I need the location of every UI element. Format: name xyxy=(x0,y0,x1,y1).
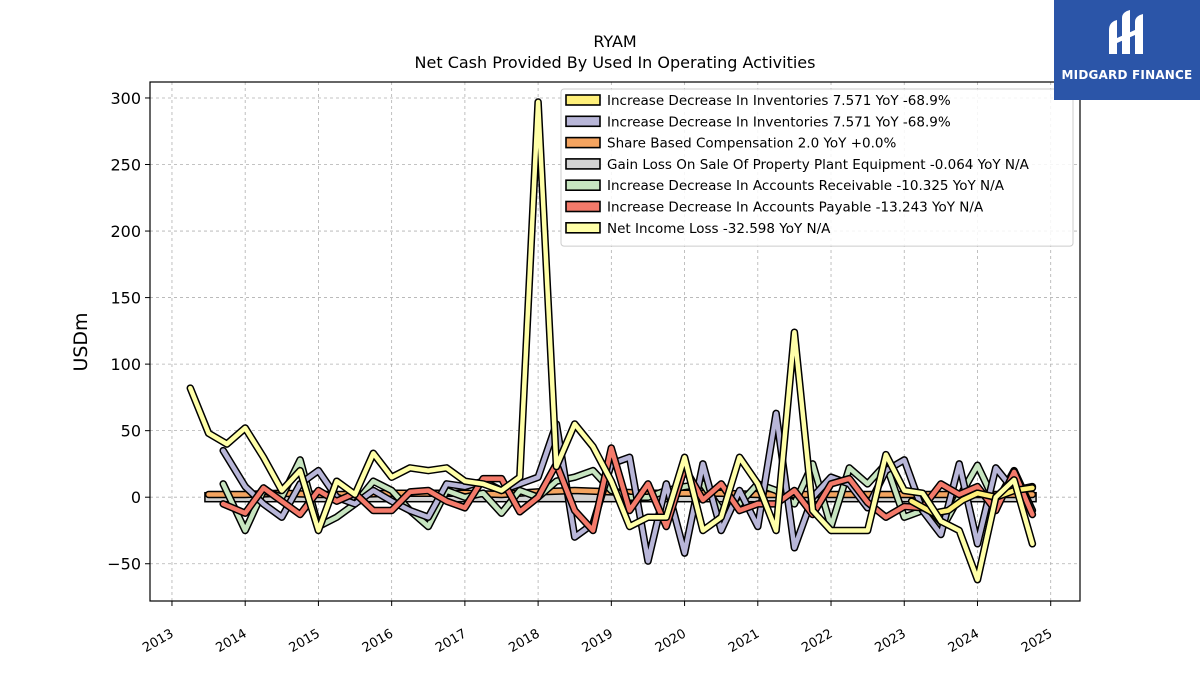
x-tick-label: 2015 xyxy=(287,626,323,656)
series-lines xyxy=(186,98,1037,584)
legend-entry: Share Based Compensation 2.0 YoY +0.0% xyxy=(607,136,896,152)
legend-entry: Increase Decrease In Inventories 7.571 Y… xyxy=(607,114,951,130)
x-tick-label: 2017 xyxy=(433,626,469,656)
y-axis-label: USDm xyxy=(70,312,92,371)
y-tick-label: 300 xyxy=(110,89,141,108)
y-tick-label: 150 xyxy=(110,289,141,308)
x-tick-label: 2021 xyxy=(726,626,762,656)
y-tick-label: −50 xyxy=(107,555,141,574)
legend-entry: Increase Decrease In Inventories 7.571 Y… xyxy=(607,93,951,109)
x-axis-ticks: 2013 2014 2015 2016 2017 2018 2019 2020 2021 2022… xyxy=(140,601,1055,656)
legend-entry: Gain Loss On Sale Of Property Plant Equi… xyxy=(607,157,1030,173)
y-tick-label: 100 xyxy=(110,355,141,374)
legend-swatch xyxy=(565,222,601,234)
legend: Increase Decrease In Inventories 7.571 Y… xyxy=(560,88,1074,247)
logo-mark-icon xyxy=(1109,10,1143,54)
legend-swatch xyxy=(565,94,601,106)
y-tick-label: 0 xyxy=(131,488,141,507)
legend-swatch xyxy=(565,200,601,213)
y-axis-ticks: −50 0 50 100 150 200 250 300 xyxy=(107,89,150,574)
x-tick-label: 2018 xyxy=(506,626,542,656)
legend-swatch xyxy=(565,179,601,191)
x-tick-label: 2019 xyxy=(580,626,616,656)
plot-frame xyxy=(149,81,1081,602)
series-line xyxy=(220,445,1035,533)
legend-swatch xyxy=(565,158,601,170)
y-tick-label: 250 xyxy=(110,156,141,175)
x-tick-label: 2022 xyxy=(799,626,835,656)
series-line xyxy=(188,99,1035,582)
x-tick-label: 2020 xyxy=(653,626,689,656)
x-tick-label: 2013 xyxy=(140,626,176,656)
legend-box xyxy=(560,88,1074,247)
legend-entry: Net Income Loss -32.598 YoY N/A xyxy=(607,221,831,237)
legend-swatch xyxy=(565,136,601,149)
y-tick-label: 200 xyxy=(110,222,141,241)
x-tick-label: 2014 xyxy=(213,626,249,656)
legend-swatch xyxy=(565,115,601,128)
x-tick-label: 2025 xyxy=(1019,626,1055,656)
x-tick-label: 2016 xyxy=(360,626,396,656)
chart-subtitle: Net Cash Provided By Used In Operating A… xyxy=(415,53,816,72)
x-tick-label: 2024 xyxy=(946,626,982,656)
logo-text: MIDGARD FINANCE xyxy=(1061,68,1193,82)
brand-logo: MIDGARD FINANCE xyxy=(1054,0,1200,100)
legend-entry: Increase Decrease In Accounts Receivable… xyxy=(607,178,1005,194)
x-tick-label: 2023 xyxy=(873,626,909,656)
y-tick-label: 50 xyxy=(121,422,141,441)
legend-entry: Increase Decrease In Accounts Payable -1… xyxy=(607,200,984,216)
chart-title: RYAM xyxy=(593,32,636,51)
